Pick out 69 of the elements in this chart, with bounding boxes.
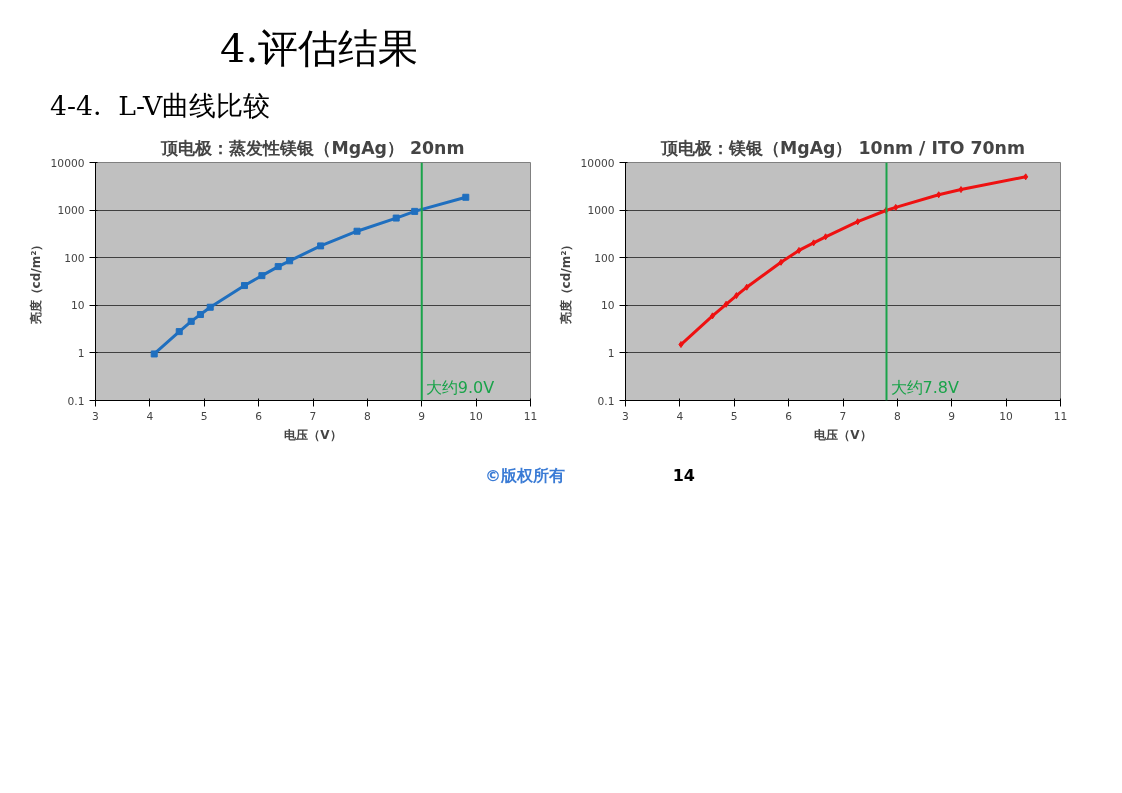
x-tick-label: 5 (730, 409, 738, 423)
point (392, 214, 400, 222)
x-tick-label: 9 (948, 409, 956, 423)
x-tick-label: 6 (785, 409, 793, 423)
point (723, 301, 729, 309)
x-tick-label: 3 (92, 409, 99, 423)
y-tick-label: 0.1 (597, 394, 615, 408)
x-tick-label: 5 (200, 409, 208, 423)
y-tick-label: 10 (70, 299, 85, 313)
point (936, 191, 942, 199)
point (353, 227, 361, 235)
x-tick-label: 11 (1053, 409, 1068, 423)
y-axis-title: 亮度（cd/m²） (558, 238, 573, 326)
x-tick-label: 10 (469, 409, 484, 423)
chart-title: 顶电极：镁银（MgAg） 10nm / ITO 70nm (660, 137, 1025, 158)
y-tick-label: 1000 (587, 204, 615, 218)
point (958, 186, 964, 194)
y-tick-label: 10000 (580, 156, 615, 170)
point (286, 257, 294, 265)
point (855, 218, 861, 226)
point (206, 303, 214, 311)
x-tick-label: 7 (309, 409, 317, 423)
point (893, 204, 899, 212)
x-tick-label: 11 (523, 409, 538, 423)
y-tick-label: 1000 (57, 204, 85, 218)
point (733, 292, 739, 300)
point (462, 194, 470, 202)
ref-line-label: 大约9.0V (425, 377, 495, 397)
text: ©版权所有 (485, 465, 565, 488)
point (744, 283, 750, 291)
point (823, 233, 829, 241)
ref-line-label: 大约7.8V (890, 377, 959, 397)
y-tick-label: 1 (77, 347, 85, 361)
point (150, 350, 158, 358)
point (778, 259, 784, 267)
x-tick-label: 6 (255, 409, 263, 423)
point (175, 328, 183, 336)
y-tick-label: 10000 (50, 156, 85, 170)
x-tick-label: 7 (839, 409, 847, 423)
y-tick-label: 1 (607, 347, 615, 361)
x-tick-label: 10 (999, 409, 1014, 423)
point (317, 242, 325, 250)
point (1023, 173, 1029, 181)
point (187, 318, 195, 326)
x-tick-label: 9 (418, 409, 426, 423)
text: 4-4. L-V曲线比较 (50, 89, 271, 124)
y-tick-label: 100 (64, 251, 85, 265)
point (811, 239, 817, 247)
point (240, 282, 248, 290)
x-axis-title: 电压（V） (814, 427, 872, 442)
y-tick-label: 100 (594, 251, 615, 265)
x-tick-label: 8 (893, 409, 901, 423)
x-tick-label: 3 (622, 409, 629, 423)
x-axis-title: 电压（V） (284, 427, 342, 442)
point (274, 263, 282, 271)
point (196, 311, 204, 319)
text: 14 (672, 465, 695, 488)
chart-title: 顶电极：蒸发性镁银（MgAg） 20nm (160, 137, 465, 158)
y-axis-title: 亮度（cd/m²） (28, 238, 43, 326)
x-tick-label: 8 (363, 409, 371, 423)
point (411, 208, 419, 216)
point (258, 272, 266, 280)
y-tick-label: 10 (600, 299, 615, 313)
x-tick-label: 4 (146, 409, 154, 423)
text: 4.评估结果 (220, 24, 419, 73)
x-tick-label: 4 (676, 409, 684, 423)
point (796, 247, 802, 255)
y-tick-label: 0.1 (67, 394, 85, 408)
point (678, 341, 684, 349)
